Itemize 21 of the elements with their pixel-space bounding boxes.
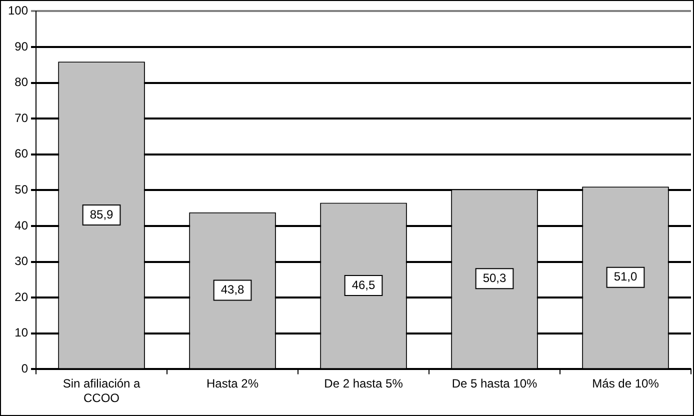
data-label: 43,8 [220, 282, 245, 297]
y-tick-label: 90 [14, 39, 28, 54]
x-tick-label: Más de 10% [592, 376, 660, 391]
x-tick-label: Hasta 2% [206, 376, 259, 391]
y-tick-label: 80 [14, 75, 28, 90]
x-tick-label: De 2 hasta 5% [324, 376, 404, 391]
y-tick-label: 100 [8, 4, 28, 18]
y-tick-label: 40 [14, 218, 28, 232]
y-tick-label: 10 [14, 326, 28, 340]
y-tick-label: 70 [14, 110, 28, 125]
x-tick-label: Sin afiliación a CCOO [62, 376, 141, 406]
y-tick-label: 0 [21, 362, 28, 376]
y-tick-label: 50 [14, 182, 28, 197]
y-tick-label: 60 [14, 146, 28, 161]
y-tick-label: 20 [14, 290, 28, 304]
data-label: 85,9 [90, 207, 114, 222]
x-tick-label: De 5 hasta 10% [452, 376, 538, 391]
data-label: 50,3 [482, 270, 507, 285]
y-tick-label: 30 [14, 254, 28, 268]
data-label: 46,5 [352, 278, 376, 292]
data-label: 51,0 [614, 270, 638, 284]
